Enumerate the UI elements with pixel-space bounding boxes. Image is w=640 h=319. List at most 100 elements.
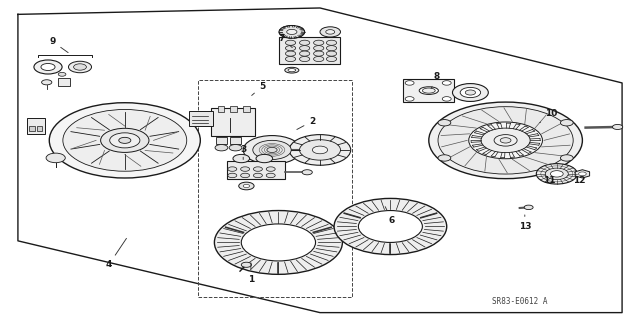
Circle shape — [326, 46, 337, 51]
Circle shape — [442, 81, 451, 85]
Text: 11: 11 — [543, 172, 556, 185]
Circle shape — [289, 135, 351, 165]
Bar — [198, 80, 352, 297]
Circle shape — [241, 262, 252, 267]
Bar — [230, 106, 237, 112]
Circle shape — [452, 84, 488, 101]
Circle shape — [285, 40, 296, 45]
Circle shape — [42, 80, 52, 85]
Bar — [218, 106, 224, 112]
Circle shape — [494, 135, 517, 146]
Circle shape — [253, 173, 262, 178]
Circle shape — [561, 155, 573, 161]
Circle shape — [285, 51, 296, 56]
Text: 10: 10 — [540, 109, 558, 123]
Ellipse shape — [285, 67, 299, 73]
Text: SR83-E0612 A: SR83-E0612 A — [492, 297, 547, 306]
Circle shape — [253, 140, 291, 160]
Bar — [58, 78, 70, 86]
Circle shape — [256, 154, 273, 163]
Circle shape — [579, 172, 586, 176]
Circle shape — [438, 120, 451, 126]
Text: 2: 2 — [297, 117, 316, 130]
Circle shape — [63, 109, 187, 171]
Circle shape — [545, 168, 568, 180]
Circle shape — [119, 137, 131, 143]
Bar — [29, 126, 35, 131]
Circle shape — [285, 46, 296, 51]
Text: 5: 5 — [252, 82, 266, 95]
Circle shape — [41, 63, 55, 70]
Text: 7: 7 — [278, 34, 292, 48]
Text: 1: 1 — [248, 263, 254, 284]
Text: 6: 6 — [385, 207, 395, 225]
Circle shape — [300, 51, 310, 56]
Circle shape — [612, 124, 623, 130]
Text: 4: 4 — [106, 238, 127, 269]
Circle shape — [287, 29, 297, 34]
Bar — [216, 137, 227, 144]
Polygon shape — [575, 170, 589, 178]
Circle shape — [243, 136, 301, 164]
Circle shape — [312, 146, 328, 154]
Circle shape — [314, 51, 324, 56]
Circle shape — [468, 122, 543, 159]
Text: 8: 8 — [431, 72, 440, 88]
Circle shape — [326, 40, 337, 45]
Circle shape — [358, 211, 422, 242]
Circle shape — [326, 56, 337, 62]
Circle shape — [229, 145, 242, 151]
Circle shape — [228, 173, 237, 178]
Circle shape — [253, 167, 262, 171]
Circle shape — [214, 211, 342, 274]
Circle shape — [524, 205, 533, 210]
Circle shape — [58, 72, 66, 76]
Circle shape — [300, 40, 310, 45]
Circle shape — [241, 167, 250, 171]
Circle shape — [300, 46, 310, 51]
Circle shape — [68, 61, 92, 73]
Text: 12: 12 — [573, 172, 586, 185]
Bar — [227, 161, 285, 179]
Circle shape — [241, 224, 316, 261]
Circle shape — [300, 140, 340, 160]
Circle shape — [228, 167, 237, 171]
Circle shape — [405, 97, 414, 101]
Bar — [189, 111, 213, 126]
Circle shape — [442, 97, 451, 101]
Circle shape — [243, 184, 250, 188]
Ellipse shape — [288, 69, 296, 72]
Circle shape — [314, 40, 324, 45]
Circle shape — [74, 64, 86, 70]
Circle shape — [285, 56, 296, 62]
Circle shape — [326, 30, 335, 34]
Circle shape — [100, 128, 149, 152]
Circle shape — [334, 198, 447, 255]
Circle shape — [49, 103, 200, 178]
Polygon shape — [279, 37, 340, 64]
Bar — [243, 106, 250, 112]
Bar — [403, 79, 454, 102]
Circle shape — [46, 153, 65, 163]
Circle shape — [326, 51, 337, 56]
Circle shape — [302, 170, 312, 175]
Circle shape — [266, 167, 275, 171]
Circle shape — [320, 27, 340, 37]
Circle shape — [481, 128, 530, 152]
Circle shape — [109, 133, 140, 148]
Circle shape — [561, 120, 573, 126]
Circle shape — [314, 56, 324, 62]
Circle shape — [438, 155, 451, 161]
Circle shape — [239, 182, 254, 190]
Circle shape — [279, 26, 305, 38]
Text: 3: 3 — [240, 145, 246, 160]
Bar — [230, 137, 241, 144]
Circle shape — [438, 107, 573, 174]
Circle shape — [300, 56, 310, 62]
Circle shape — [314, 46, 324, 51]
Circle shape — [550, 171, 563, 177]
Circle shape — [429, 102, 582, 179]
Circle shape — [34, 60, 62, 74]
Circle shape — [405, 81, 414, 85]
Bar — [37, 126, 42, 131]
